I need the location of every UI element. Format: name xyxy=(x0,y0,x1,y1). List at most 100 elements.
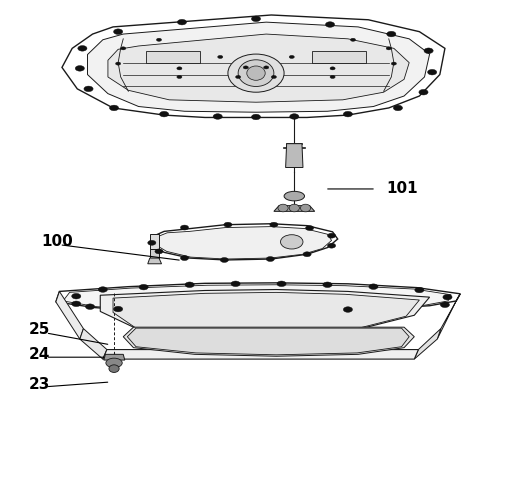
Text: 23: 23 xyxy=(29,377,50,392)
Ellipse shape xyxy=(330,76,335,78)
Polygon shape xyxy=(123,327,414,356)
Ellipse shape xyxy=(180,256,188,261)
Ellipse shape xyxy=(328,233,336,238)
Polygon shape xyxy=(156,227,332,259)
Ellipse shape xyxy=(264,66,269,69)
Polygon shape xyxy=(150,234,159,249)
Ellipse shape xyxy=(290,114,299,120)
Ellipse shape xyxy=(243,66,248,69)
Polygon shape xyxy=(103,349,418,359)
Ellipse shape xyxy=(228,54,284,92)
Ellipse shape xyxy=(238,60,274,87)
Polygon shape xyxy=(108,34,409,102)
Ellipse shape xyxy=(160,111,168,117)
Ellipse shape xyxy=(266,257,274,261)
Ellipse shape xyxy=(270,222,278,227)
Polygon shape xyxy=(63,285,451,312)
Ellipse shape xyxy=(185,282,194,288)
Ellipse shape xyxy=(106,358,122,368)
Polygon shape xyxy=(437,294,460,339)
Ellipse shape xyxy=(109,365,119,372)
Ellipse shape xyxy=(386,47,391,50)
Polygon shape xyxy=(312,51,366,63)
Text: 25: 25 xyxy=(29,322,50,337)
Ellipse shape xyxy=(277,281,286,287)
Ellipse shape xyxy=(289,55,294,58)
Ellipse shape xyxy=(271,76,276,78)
Ellipse shape xyxy=(116,62,121,65)
Ellipse shape xyxy=(344,111,352,117)
Ellipse shape xyxy=(344,307,352,312)
Polygon shape xyxy=(113,293,419,337)
Ellipse shape xyxy=(281,235,303,249)
Polygon shape xyxy=(414,328,441,359)
Ellipse shape xyxy=(393,105,402,111)
Ellipse shape xyxy=(428,69,437,75)
Ellipse shape xyxy=(72,301,81,306)
Ellipse shape xyxy=(440,302,450,307)
Ellipse shape xyxy=(121,47,126,50)
Ellipse shape xyxy=(330,67,335,70)
Ellipse shape xyxy=(326,22,335,27)
Ellipse shape xyxy=(218,55,223,58)
Polygon shape xyxy=(62,15,445,118)
Ellipse shape xyxy=(247,66,265,80)
Ellipse shape xyxy=(139,284,148,290)
Ellipse shape xyxy=(72,293,81,299)
Ellipse shape xyxy=(278,204,288,212)
Polygon shape xyxy=(100,290,430,337)
Ellipse shape xyxy=(114,29,123,34)
Ellipse shape xyxy=(110,105,119,111)
Ellipse shape xyxy=(443,294,452,300)
Text: 24: 24 xyxy=(29,347,50,362)
Ellipse shape xyxy=(224,222,232,227)
Ellipse shape xyxy=(350,38,355,41)
Ellipse shape xyxy=(301,204,311,212)
Polygon shape xyxy=(146,51,200,63)
Ellipse shape xyxy=(98,287,108,293)
Ellipse shape xyxy=(251,16,261,22)
Ellipse shape xyxy=(289,204,300,212)
Ellipse shape xyxy=(391,62,396,65)
Polygon shape xyxy=(56,283,460,314)
Ellipse shape xyxy=(323,282,332,288)
Ellipse shape xyxy=(213,114,222,120)
Ellipse shape xyxy=(236,76,241,78)
Ellipse shape xyxy=(114,306,123,312)
Ellipse shape xyxy=(328,243,336,248)
Ellipse shape xyxy=(177,67,182,70)
Polygon shape xyxy=(56,292,83,339)
Ellipse shape xyxy=(424,48,433,54)
Polygon shape xyxy=(152,224,338,260)
Ellipse shape xyxy=(303,252,311,257)
Polygon shape xyxy=(127,328,409,355)
Polygon shape xyxy=(88,22,430,112)
Ellipse shape xyxy=(220,258,228,262)
Ellipse shape xyxy=(306,226,314,230)
Ellipse shape xyxy=(78,45,87,51)
Ellipse shape xyxy=(84,86,93,92)
Text: 101: 101 xyxy=(386,182,418,196)
Ellipse shape xyxy=(415,287,424,293)
Ellipse shape xyxy=(157,38,162,41)
Polygon shape xyxy=(150,249,159,258)
Ellipse shape xyxy=(148,240,156,245)
Ellipse shape xyxy=(86,304,95,309)
Ellipse shape xyxy=(155,249,163,254)
Ellipse shape xyxy=(231,281,240,287)
Ellipse shape xyxy=(419,89,428,95)
Text: 100: 100 xyxy=(41,234,73,249)
Polygon shape xyxy=(286,144,303,167)
Ellipse shape xyxy=(387,31,396,37)
Polygon shape xyxy=(104,354,125,360)
Ellipse shape xyxy=(284,191,305,201)
Polygon shape xyxy=(80,328,107,359)
Ellipse shape xyxy=(177,76,182,78)
Ellipse shape xyxy=(75,65,84,71)
Polygon shape xyxy=(148,258,162,264)
Ellipse shape xyxy=(251,114,261,120)
Polygon shape xyxy=(274,206,315,211)
Ellipse shape xyxy=(369,284,378,290)
Ellipse shape xyxy=(180,225,188,230)
Ellipse shape xyxy=(177,19,186,25)
